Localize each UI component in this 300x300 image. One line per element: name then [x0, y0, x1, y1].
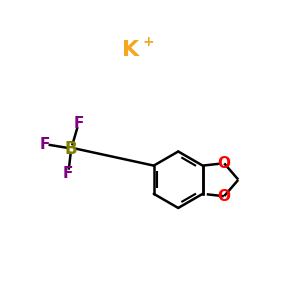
Text: O: O	[218, 156, 231, 171]
Text: F: F	[63, 166, 74, 181]
Text: F: F	[39, 136, 50, 152]
Text: F: F	[74, 116, 84, 131]
Text: K: K	[122, 40, 139, 60]
Text: O: O	[218, 189, 231, 204]
Text: B: B	[65, 140, 77, 158]
Text: +: +	[143, 34, 154, 49]
